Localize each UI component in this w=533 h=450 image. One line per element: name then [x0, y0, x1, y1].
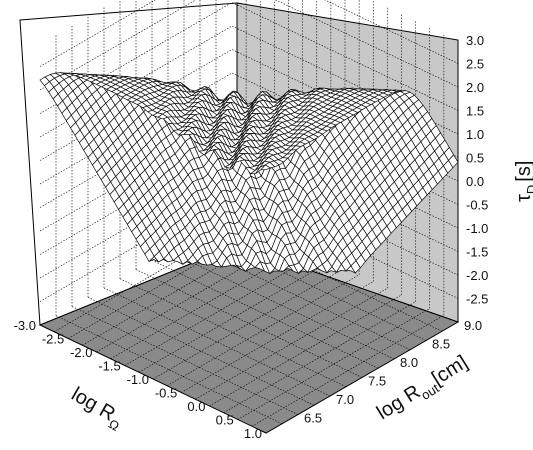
z-tick-label: 1.0	[466, 127, 484, 142]
floor-grid-line	[166, 274, 360, 387]
z-tick-label: 2.0	[466, 80, 484, 95]
z-axis-ticks: 3.0 2.5 2.0 1.5 1.0 0.5 0.0 -0.5 -1.0 -1.5 -2.0 -2.…	[466, 33, 488, 307]
floor-grid-line	[124, 254, 317, 366]
floor-grid-line	[53, 220, 247, 333]
floor	[38, 244, 460, 434]
floor-grid-line	[209, 294, 402, 407]
z-tick-label: 0.0	[466, 174, 484, 189]
y-tick-label: 6.5	[304, 411, 322, 426]
floor-grid-line	[195, 287, 388, 400]
x-tick-label: -1.0	[127, 372, 149, 387]
z-axis-label: τD[s]	[513, 161, 533, 202]
y-axis-ticks: 6.5 7.0 7.5 8.0 8.5 9.0	[304, 318, 482, 426]
y-tick-label: 7.0	[336, 392, 354, 407]
z-tick-label: 2.5	[466, 57, 484, 72]
x-tick-label: -3.0	[14, 318, 36, 333]
y-tick-label: 8.0	[400, 355, 418, 370]
z-tick-label: -1.0	[466, 221, 488, 236]
floor-grid-line	[82, 233, 275, 346]
y-tick-label: 7.5	[368, 374, 386, 389]
z-tick-label: -0.5	[466, 198, 488, 213]
floor-grid-line	[237, 308, 430, 420]
floor-grid-line	[223, 301, 416, 414]
surface-cell	[260, 164, 272, 171]
x-tick-label: 1.0	[244, 426, 262, 441]
y-tick-label: 9.0	[464, 318, 482, 333]
z-tick-label: -1.5	[466, 245, 488, 260]
y-tick-label: 8.5	[432, 337, 450, 352]
x-axis-label: log RΩ	[66, 383, 128, 434]
x-tick-label: 0.5	[216, 413, 234, 428]
floor-grid-line	[96, 240, 289, 353]
floor-grid-line	[68, 227, 261, 339]
x-tick-label: -0.5	[155, 386, 177, 401]
floor-grid-line	[251, 314, 445, 427]
x-tick-label: -2.5	[42, 332, 64, 347]
surface-mesh	[39, 72, 459, 275]
z-tick-label: 0.5	[466, 151, 484, 166]
z-tick-label: -2.0	[466, 268, 488, 283]
floor-grid-line	[152, 267, 346, 380]
floor-grid-line	[181, 281, 374, 393]
x-axis-ticks: -3.0 -2.5 -2.0 -1.5 -1.0 -0.5 0.0 0.5 1.0	[14, 318, 262, 441]
x-tick-label: -2.0	[70, 345, 92, 360]
x-tick-label: 0.0	[187, 399, 205, 414]
z-tick-label: 3.0	[466, 33, 484, 48]
floor-grid-line	[110, 247, 303, 360]
x-tick-label: -1.5	[98, 359, 120, 374]
z-tick-label: -2.5	[466, 292, 488, 307]
floor-grid-line	[138, 260, 332, 373]
z-tick-label: 1.5	[466, 104, 484, 119]
